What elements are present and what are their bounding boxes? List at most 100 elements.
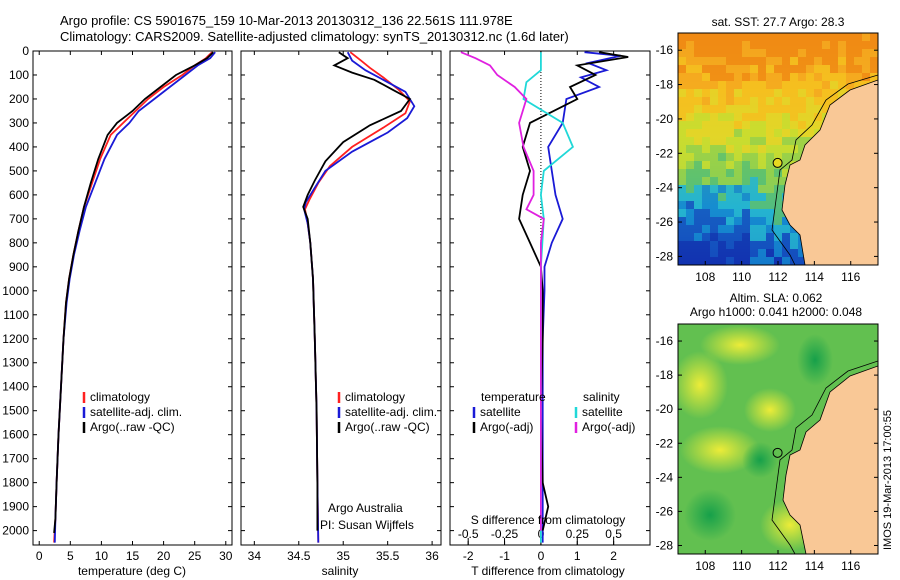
sst-pixel: [774, 81, 782, 89]
sst-pixel: [734, 249, 742, 257]
climatology-title: Climatology: CARS2009. Satellite-adjuste…: [60, 29, 569, 44]
sst-pixel: [702, 241, 710, 249]
sst-pixel: [758, 65, 766, 73]
sst-pixel: [814, 73, 822, 81]
sst-pixel: [726, 209, 734, 217]
sst-pixel: [814, 121, 822, 129]
sst-pixel: [726, 241, 734, 249]
sst-pixel: [710, 41, 718, 49]
x-tick-label: 15: [126, 549, 140, 563]
sst-pixel: [774, 129, 782, 137]
legend-label: satellite: [582, 405, 623, 419]
depth-tick-label: 1600: [2, 428, 29, 442]
sst-pixel: [686, 57, 694, 65]
sst-pixel: [710, 201, 718, 209]
sst-pixel: [710, 193, 718, 201]
sst-pixel: [822, 105, 830, 113]
sst-pixel: [742, 225, 750, 233]
sst-pixel: [734, 201, 742, 209]
sst-pixel: [718, 241, 726, 249]
sst-pixel: [806, 65, 814, 73]
sst-pixel: [726, 145, 734, 153]
salinity-depth-ticks: [241, 50, 441, 532]
sst-pixel: [718, 185, 726, 193]
x-tick-label: 2: [610, 549, 617, 563]
sst-pixel: [702, 129, 710, 137]
sst-pixel: [798, 41, 806, 49]
sst-pixel: [846, 81, 854, 89]
sst-pixel: [726, 169, 734, 177]
sst-pixel: [702, 233, 710, 241]
difference-depth-ticks: [450, 50, 650, 532]
lon-tick-label: 114: [805, 559, 824, 573]
x-tick-label: 10: [95, 549, 109, 563]
sst-pixel: [750, 217, 758, 225]
sst-pixel: [686, 225, 694, 233]
sst-pixel: [718, 97, 726, 105]
sst-pixel: [710, 97, 718, 105]
sst-pixel: [694, 89, 702, 97]
sst-pixel: [678, 145, 686, 153]
sst-pixel: [678, 217, 686, 225]
sst-pixel: [694, 97, 702, 105]
sst-pixel: [862, 57, 870, 65]
sst-pixel: [750, 233, 758, 241]
sst-pixel: [694, 137, 702, 145]
sst-pixel: [782, 73, 790, 81]
sst-pixel: [702, 113, 710, 121]
sst-pixel: [702, 49, 710, 57]
sst-pixel: [782, 129, 790, 137]
sst-pixel: [726, 81, 734, 89]
sst-pixel: [766, 185, 774, 193]
sst-pixel: [718, 209, 726, 217]
sst-pixel: [734, 225, 742, 233]
sst-pixel: [742, 241, 750, 249]
profile-title: Argo profile: CS 5901675_159 10-Mar-2013…: [60, 13, 513, 28]
sst-pixel: [862, 65, 870, 73]
sst-pixel: [798, 81, 806, 89]
sst-pixel: [702, 177, 710, 185]
sst-pixel: [790, 241, 798, 249]
sst-pixel: [710, 209, 718, 217]
depth-tick-label: 500: [9, 164, 29, 178]
sst-pixel: [838, 73, 846, 81]
sst-pixel: [774, 49, 782, 57]
sla-high-5: [744, 388, 796, 432]
sst-pixel: [758, 121, 766, 129]
sst-pixel: [798, 89, 806, 97]
sst-pixel: [782, 153, 790, 161]
sst-pixel: [782, 257, 790, 265]
legend-title-salinity: salinity: [583, 390, 620, 404]
sst-pixel: [742, 65, 750, 73]
sst-pixel: [750, 225, 758, 233]
sst-pixel: [726, 65, 734, 73]
temperature-series: [53, 51, 216, 543]
sst-pixel: [734, 153, 742, 161]
sst-pixel: [734, 209, 742, 217]
sst-pixel: [790, 73, 798, 81]
sst-pixel: [814, 33, 822, 41]
legend-label: Argo(..raw -QC): [345, 420, 430, 434]
temperature-axes-frame: [32, 50, 233, 546]
sst-pixel: [870, 41, 878, 49]
sst-pixel: [710, 73, 718, 81]
sst-pixel: [758, 177, 766, 185]
sst-pixel: [782, 57, 790, 65]
sst-pixel: [750, 57, 758, 65]
lat-tick-label: -22: [656, 146, 674, 160]
lat-tick-label: -24: [656, 470, 674, 484]
temperature-xlabel: temperature (deg C): [78, 564, 186, 578]
sst-pixel: [758, 217, 766, 225]
sst-pixel: [686, 249, 694, 257]
sst-pixel: [790, 129, 798, 137]
sst-pixel: [782, 113, 790, 121]
sst-pixel: [750, 201, 758, 209]
sst-pixel: [790, 49, 798, 57]
sst-pixel: [734, 49, 742, 57]
x-tick-label: -1: [499, 549, 510, 563]
sst-pixel: [734, 65, 742, 73]
sst-pixel: [766, 233, 774, 241]
sst-pixel: [710, 65, 718, 73]
sst-pixel: [742, 97, 750, 105]
